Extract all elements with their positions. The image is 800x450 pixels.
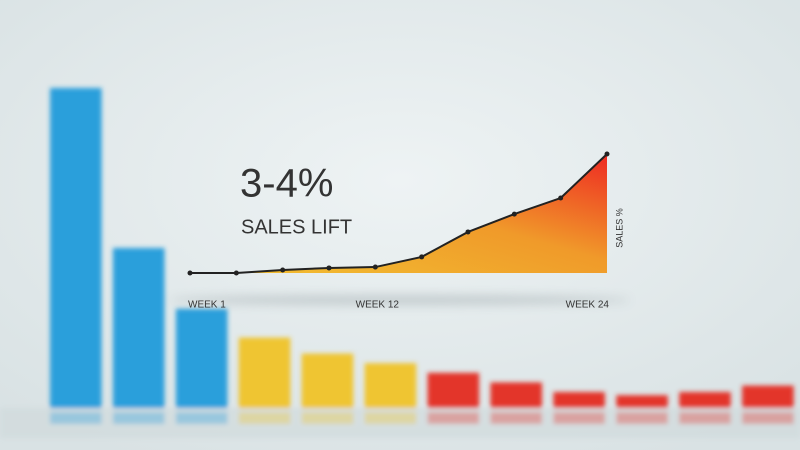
point: [280, 267, 286, 273]
bar-reflection: [553, 412, 605, 424]
bar: [427, 372, 480, 408]
y-axis-label: SALES %: [614, 208, 624, 248]
chart-title: 3-4%: [240, 162, 333, 206]
bar-reflection: [616, 412, 668, 424]
bar-reflection: [364, 412, 417, 424]
point: [187, 270, 193, 276]
bar-reflection: [238, 412, 291, 424]
chart-shadow: [170, 295, 630, 305]
line: [190, 153, 608, 274]
bar: [364, 363, 417, 408]
bar: [238, 337, 291, 408]
bar: [679, 392, 731, 408]
bar: [112, 248, 165, 408]
bar: [301, 353, 354, 408]
point: [372, 264, 378, 270]
bar: [490, 382, 543, 408]
chart-subtitle: SALES LIFT: [241, 216, 352, 238]
point: [419, 254, 425, 260]
bar: [616, 395, 668, 408]
x-tick-label: WEEK 1: [188, 300, 226, 311]
bar-reflection: [50, 412, 102, 424]
bar-reflection: [175, 412, 228, 424]
bar: [742, 385, 794, 408]
area: [190, 154, 607, 273]
line-chart: 3-4% SALES LIFT SALES % WEEK 1 WEEK 12 WEE…: [187, 151, 624, 311]
bar: [50, 88, 102, 408]
point: [326, 265, 332, 271]
bar: [175, 308, 228, 408]
bar-reflection: [679, 412, 731, 424]
bar-reflection: [112, 412, 165, 424]
point: [558, 195, 564, 201]
bar-reflection: [301, 412, 354, 424]
point: [465, 229, 471, 235]
x-tick-label: WEEK 12: [356, 300, 400, 311]
bar-reflection: [490, 412, 543, 424]
bar-reflection: [742, 412, 794, 424]
point: [604, 151, 610, 157]
point: [233, 270, 239, 276]
bar-reflection: [427, 412, 480, 424]
x-tick-label: WEEK 24: [566, 300, 610, 311]
bar: [553, 392, 605, 408]
background-bars: [0, 88, 800, 438]
point: [511, 211, 517, 217]
